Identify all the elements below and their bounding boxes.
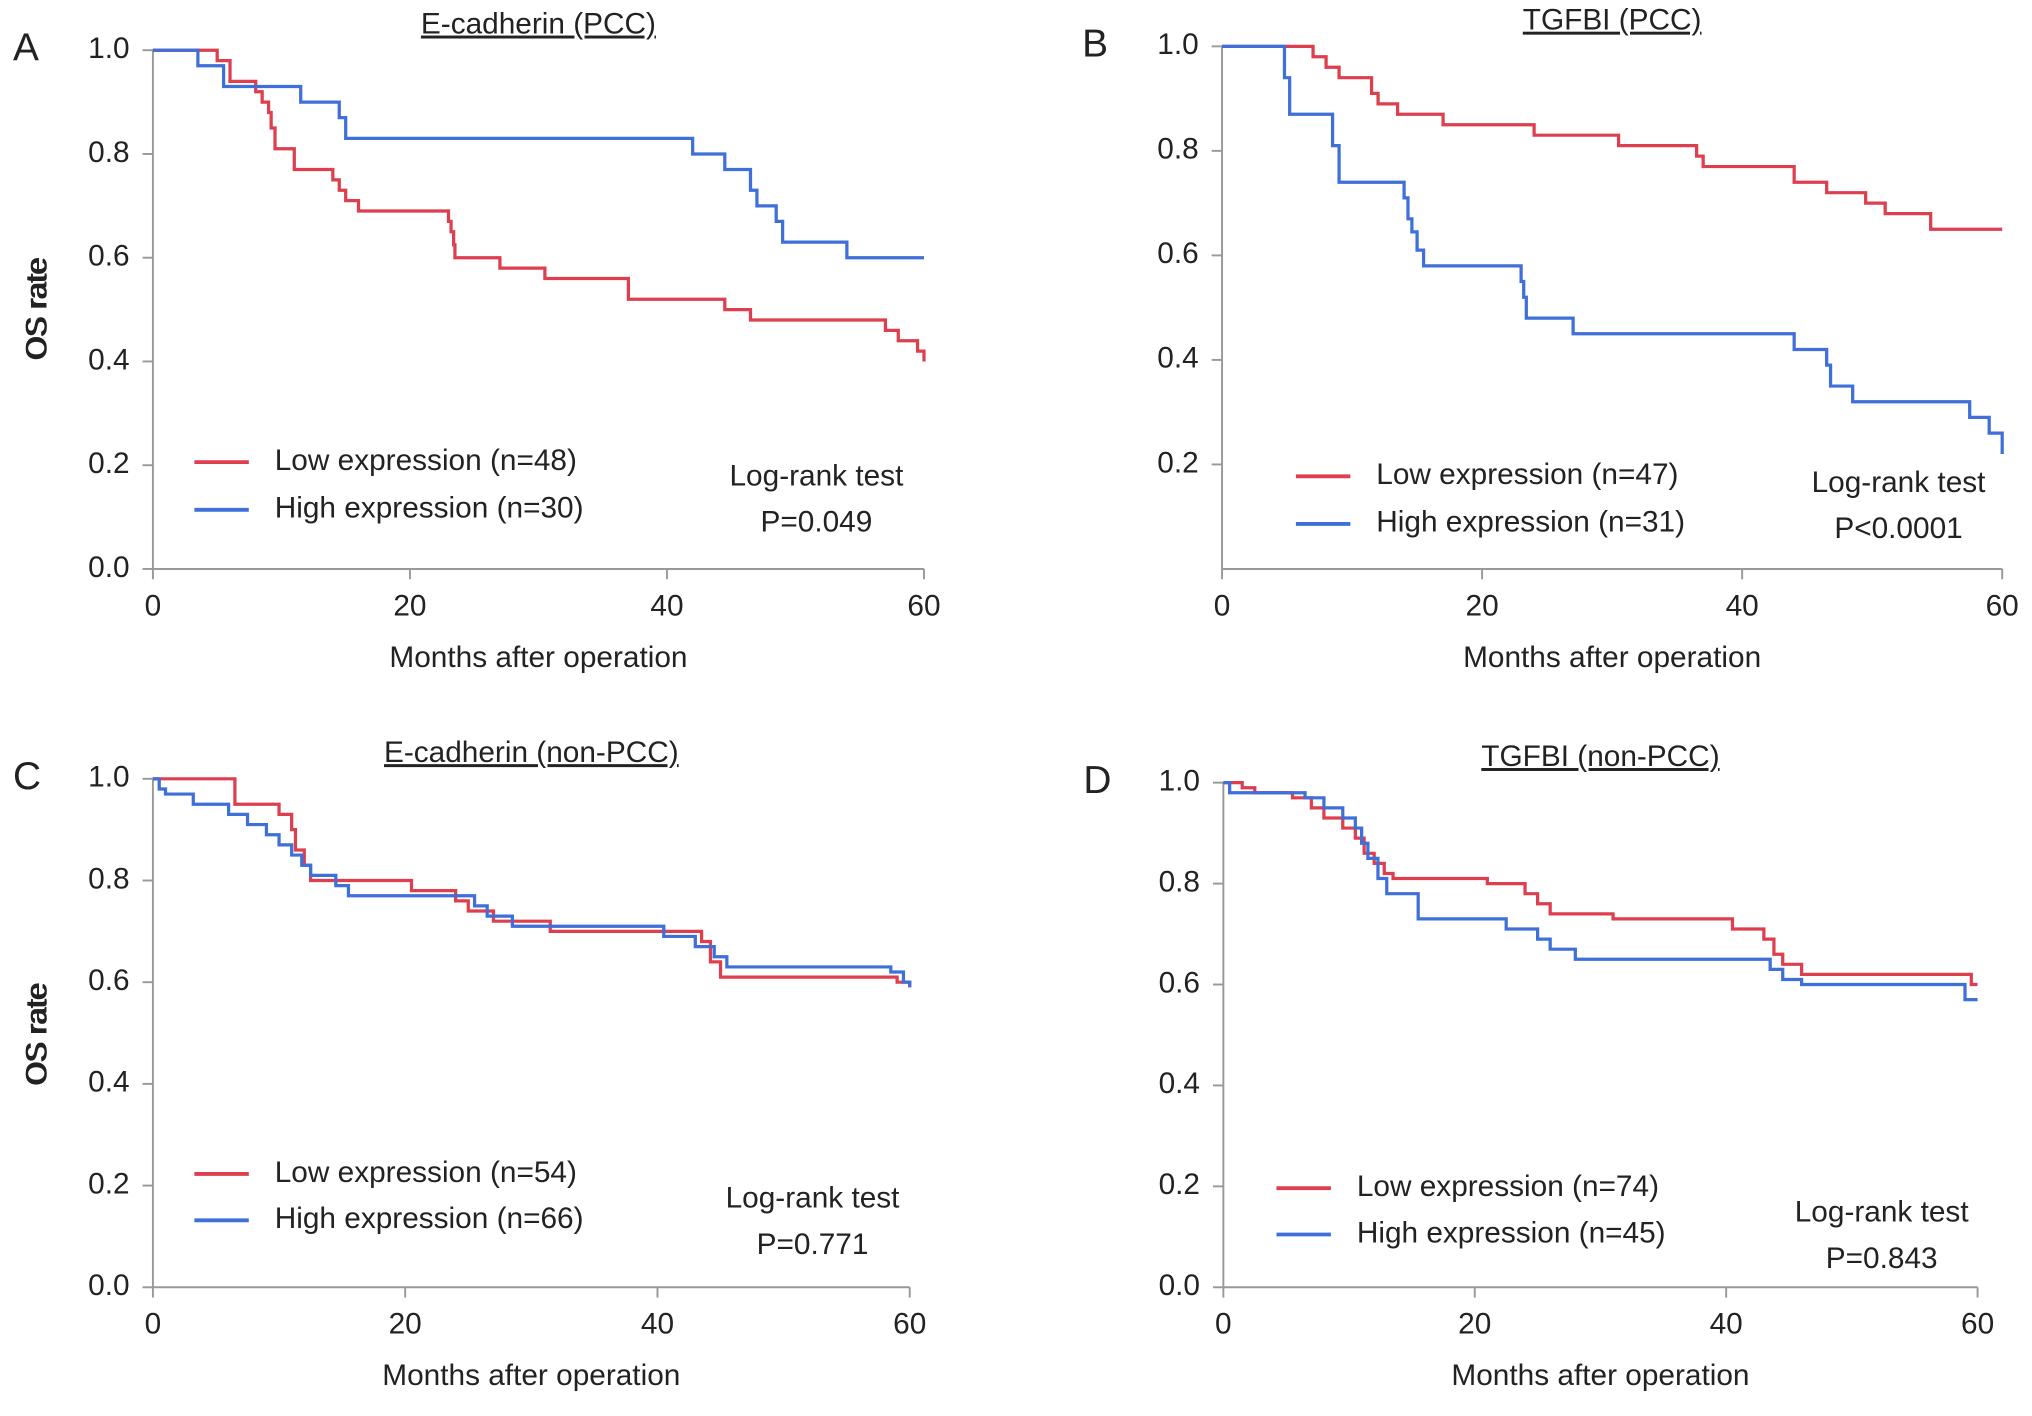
- y-tick-label: 0.8: [1157, 133, 1198, 166]
- y-tick-label: 1.0: [88, 32, 129, 65]
- y-axis-label: OS rate: [21, 259, 54, 361]
- y-axis-label: OS rate: [21, 257, 54, 359]
- panel-label: D: [1083, 759, 1111, 802]
- legend-label: High expression (n=66): [275, 1202, 584, 1235]
- x-tick-label: 40: [1726, 589, 1759, 622]
- annotation: Log-rank test: [726, 1182, 901, 1215]
- panel-label: C: [13, 755, 41, 798]
- x-tick-label: 40: [641, 1308, 674, 1341]
- y-tick-label: 1.0: [1157, 28, 1198, 61]
- y-tick-label: 0.0: [88, 551, 129, 584]
- survival-curve: [152, 48, 926, 362]
- legend-label: High expression (n=31): [1376, 506, 1685, 539]
- legend-label: High expression (n=45): [1357, 1216, 1666, 1249]
- y-tick-label: 0.6: [1159, 966, 1200, 999]
- x-tick-label: 0: [145, 589, 162, 622]
- x-tick-label: 20: [1458, 1308, 1491, 1341]
- annotation: P=0.771: [757, 1228, 869, 1261]
- chart-title: E-cadherin (non-PCC): [384, 736, 679, 769]
- x-tick-label: 20: [1466, 589, 1499, 622]
- survival-curve: [152, 777, 912, 988]
- x-axis-label: Months after operation: [1451, 1359, 1749, 1392]
- y-tick-label: 0.6: [88, 964, 129, 997]
- y-tick-label: 0.4: [88, 343, 129, 376]
- y-tick-label: 0.0: [88, 1269, 129, 1302]
- annotation: Log-rank test: [1795, 1196, 1970, 1229]
- y-tick-label: 0.8: [1159, 865, 1200, 898]
- annotation: P<0.0001: [1834, 512, 1962, 545]
- x-tick-label: 40: [1710, 1308, 1743, 1341]
- y-tick-label: 0.6: [88, 240, 129, 273]
- y-tick-label: 0.6: [1157, 237, 1198, 270]
- legend-label: Low expression (n=48): [275, 444, 577, 477]
- annotation: Log-rank test: [729, 459, 904, 492]
- x-tick-label: 0: [1215, 1308, 1232, 1341]
- y-tick-label: 0.4: [88, 1066, 129, 1099]
- chart-title: E-cadherin (PCC): [421, 8, 656, 41]
- y-tick-label: 1.0: [1159, 765, 1200, 798]
- survival-curve: [1223, 781, 1978, 987]
- y-tick-label: 0.4: [1157, 342, 1198, 375]
- x-tick-label: 20: [393, 589, 426, 622]
- x-tick-label: 20: [389, 1308, 422, 1341]
- x-tick-label: 60: [1986, 589, 2019, 622]
- y-tick-label: 0.2: [88, 447, 129, 480]
- x-axis-label: Months after operation: [382, 1359, 680, 1392]
- chart-title: TGFBI (non-PCC): [1481, 740, 1719, 773]
- survival-curve: [152, 777, 912, 988]
- x-axis-label: Months after operation: [1463, 641, 1761, 674]
- y-tick-label: 0.4: [1159, 1067, 1200, 1100]
- chart-title: TGFBI (PCC): [1523, 4, 1702, 37]
- x-tick-label: 0: [145, 1308, 162, 1341]
- legend-label: Low expression (n=47): [1376, 458, 1678, 491]
- x-tick-label: 60: [907, 589, 940, 622]
- x-tick-label: 60: [893, 1308, 926, 1341]
- y-axis-label: OS rate: [21, 984, 54, 1086]
- x-tick-label: 60: [1961, 1308, 1994, 1341]
- legend-label: High expression (n=30): [275, 492, 584, 525]
- survival-curve: [1223, 781, 1978, 1002]
- panel-label: B: [1082, 23, 1108, 66]
- y-axis-label: OS rate: [21, 982, 54, 1084]
- y-tick-label: 0.2: [1159, 1168, 1200, 1201]
- annotation: Log-rank test: [1812, 466, 1987, 499]
- y-tick-label: 0.8: [88, 136, 129, 169]
- y-tick-label: 0.2: [1157, 446, 1198, 479]
- x-tick-label: 0: [1214, 589, 1231, 622]
- survival-curve: [1222, 44, 2003, 231]
- legend-label: Low expression (n=54): [275, 1156, 577, 1189]
- x-tick-label: 40: [650, 589, 683, 622]
- survival-curve: [1222, 44, 2004, 454]
- x-axis-label: Months after operation: [389, 641, 687, 674]
- y-tick-label: 0.0: [1159, 1269, 1200, 1302]
- panel-label: A: [13, 27, 39, 70]
- legend-label: Low expression (n=74): [1357, 1170, 1659, 1203]
- y-tick-label: 1.0: [88, 761, 129, 794]
- annotation: P=0.843: [1826, 1242, 1938, 1275]
- annotation: P=0.049: [761, 506, 873, 539]
- y-tick-label: 0.8: [88, 862, 129, 895]
- survival-curve: [152, 48, 924, 260]
- y-tick-label: 0.2: [88, 1167, 129, 1200]
